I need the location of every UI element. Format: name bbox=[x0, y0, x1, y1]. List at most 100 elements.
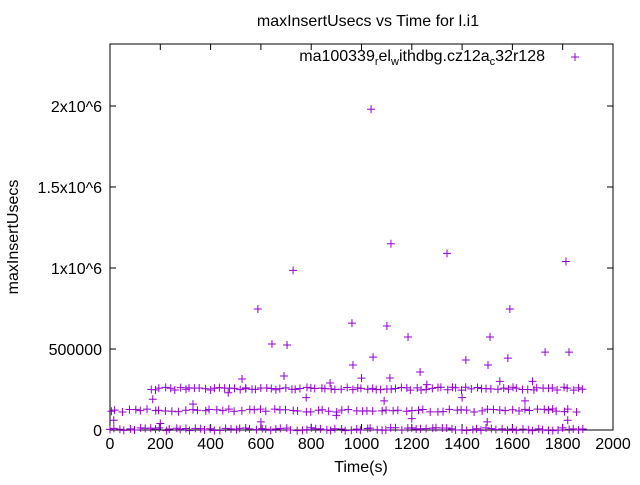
data-point bbox=[230, 407, 239, 416]
data-point bbox=[281, 383, 290, 392]
data-point bbox=[387, 385, 396, 394]
data-point bbox=[241, 423, 250, 432]
data-point bbox=[196, 424, 205, 433]
x-tick-label: 2000 bbox=[595, 436, 631, 453]
data-point bbox=[520, 396, 529, 405]
data-point bbox=[271, 385, 280, 394]
data-point bbox=[224, 388, 233, 397]
data-point bbox=[578, 385, 587, 394]
data-point bbox=[205, 405, 214, 414]
data-point bbox=[439, 407, 448, 416]
data-point bbox=[528, 426, 537, 435]
data-point bbox=[280, 372, 289, 381]
data-point bbox=[201, 406, 210, 415]
data-point bbox=[544, 405, 553, 414]
data-point bbox=[154, 384, 163, 393]
data-point bbox=[373, 425, 382, 434]
data-point bbox=[161, 383, 170, 392]
data-point bbox=[393, 406, 402, 415]
data-point bbox=[143, 405, 152, 414]
data-point bbox=[538, 425, 547, 434]
data-point bbox=[176, 383, 185, 392]
data-point bbox=[461, 356, 470, 365]
data-point bbox=[154, 406, 163, 415]
x-axis-label: Time(s) bbox=[334, 459, 388, 476]
data-point bbox=[200, 426, 209, 435]
data-point bbox=[316, 424, 325, 433]
data-point bbox=[326, 379, 335, 388]
data-point bbox=[418, 405, 427, 414]
data-point bbox=[376, 385, 385, 394]
data-point bbox=[115, 425, 124, 434]
data-point bbox=[461, 383, 470, 392]
data-point bbox=[558, 423, 567, 432]
data-point bbox=[181, 406, 190, 415]
y-axis-label: maxInsertUsecs bbox=[5, 180, 22, 295]
data-point bbox=[281, 405, 290, 414]
data-point bbox=[298, 426, 307, 435]
data-point bbox=[524, 425, 533, 434]
data-point bbox=[457, 386, 466, 395]
data-point bbox=[337, 425, 346, 434]
data-point bbox=[185, 426, 194, 435]
data-point bbox=[508, 424, 517, 433]
data-point bbox=[563, 384, 572, 393]
data-point bbox=[156, 419, 165, 428]
data-point bbox=[451, 383, 460, 392]
data-point bbox=[467, 384, 476, 393]
data-point bbox=[541, 348, 550, 357]
data-point bbox=[484, 361, 493, 370]
data-point bbox=[457, 425, 466, 434]
data-point bbox=[368, 407, 377, 416]
data-point bbox=[215, 426, 224, 435]
x-axis: 0 200 400 600 800 1000 1200 1400 1600 1800 2000 bbox=[106, 44, 631, 453]
data-point bbox=[155, 423, 164, 432]
data-point bbox=[402, 383, 411, 392]
data-point bbox=[148, 395, 157, 404]
data-point bbox=[224, 405, 233, 414]
data-point bbox=[499, 384, 508, 393]
data-point bbox=[302, 393, 311, 402]
legend-label: ma100339relwithdbg.cz12ac32r128 bbox=[299, 48, 545, 68]
data-point bbox=[347, 426, 356, 435]
data-point bbox=[381, 426, 390, 435]
data-point bbox=[215, 383, 224, 392]
data-point bbox=[491, 425, 500, 434]
data-point bbox=[493, 385, 502, 394]
data-point bbox=[515, 407, 524, 416]
data-point bbox=[428, 384, 437, 393]
data-point bbox=[188, 400, 197, 409]
data-point bbox=[291, 385, 300, 394]
legend-marker bbox=[571, 53, 579, 61]
data-point bbox=[520, 405, 529, 414]
data-point bbox=[293, 406, 302, 415]
y-axis: 0 500000 1x10^6 1.5x10^6 2x10^6 bbox=[38, 99, 613, 440]
data-point bbox=[356, 384, 365, 393]
data-point bbox=[363, 385, 372, 394]
data-point bbox=[574, 426, 583, 435]
data-point bbox=[109, 424, 118, 433]
data-point bbox=[443, 249, 452, 258]
data-point bbox=[250, 405, 259, 414]
data-point bbox=[236, 385, 245, 394]
data-point bbox=[533, 405, 542, 414]
data-point bbox=[508, 405, 517, 414]
data-point bbox=[561, 257, 570, 266]
data-point bbox=[275, 384, 284, 393]
data-point bbox=[382, 406, 391, 415]
data-point bbox=[478, 406, 487, 415]
data-point bbox=[443, 385, 452, 394]
data-point bbox=[569, 424, 578, 433]
legend: ma100339relwithdbg.cz12ac32r128 bbox=[299, 48, 579, 68]
data-point bbox=[552, 407, 561, 416]
data-point bbox=[391, 423, 400, 432]
data-point bbox=[266, 426, 275, 435]
data-point bbox=[476, 426, 485, 435]
data-point bbox=[267, 384, 276, 393]
data-point bbox=[486, 333, 495, 342]
data-point bbox=[367, 105, 376, 114]
x-tick-label: 800 bbox=[298, 436, 325, 453]
data-point bbox=[495, 377, 504, 386]
data-point bbox=[201, 384, 210, 393]
data-point bbox=[238, 374, 247, 383]
